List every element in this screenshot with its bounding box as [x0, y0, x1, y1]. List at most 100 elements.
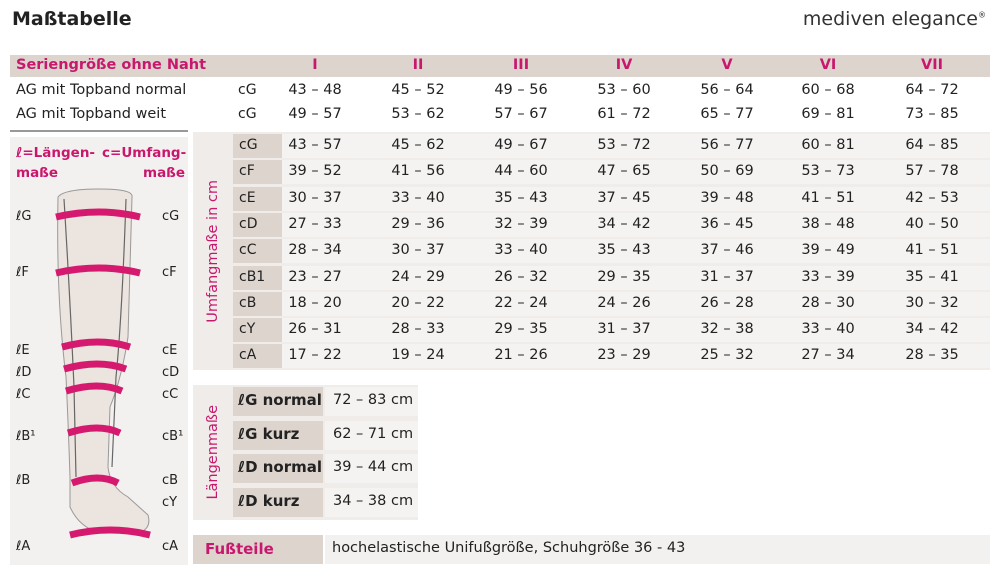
circumference-value: 47 – 65 [597, 163, 651, 180]
leg-label-left: ℓD [16, 365, 32, 380]
circumference-value: 30 – 37 [288, 189, 342, 206]
circumference-value: 35 – 41 [905, 268, 959, 285]
legend-circumference-2: maße [143, 165, 186, 181]
size-header-III: III [512, 57, 530, 73]
circumference-value: 41 – 56 [391, 163, 445, 180]
circumference-value: 33 – 40 [494, 242, 548, 259]
circumference-value: 56 – 77 [700, 137, 754, 153]
circumference-key: cE [233, 186, 282, 211]
circumference-key: cF [233, 160, 282, 185]
circumference-value: 28 – 34 [288, 242, 342, 259]
circumference-value: 32 – 38 [700, 321, 754, 338]
ag-row-key: cG [238, 106, 257, 122]
table-row [233, 186, 990, 211]
circumference-value: 53 – 73 [801, 163, 855, 180]
legend-length: ℓ=Längen- [16, 145, 96, 161]
circumference-value: 29 – 35 [597, 268, 651, 285]
size-header-band [10, 55, 990, 77]
size-header-VI: VI [819, 57, 837, 73]
length-value: 34 – 38 cm [325, 487, 418, 517]
size-header-V: V [721, 57, 733, 73]
size-header-I: I [312, 57, 318, 73]
circumference-key: cD [233, 212, 282, 237]
circumference-value: 40 – 50 [905, 215, 959, 232]
circumference-key: cB1 [233, 265, 282, 290]
ag-row-value: 56 – 64 [700, 82, 754, 98]
ag-row-value: 69 – 81 [801, 106, 855, 122]
circumference-value: 50 – 69 [700, 163, 754, 180]
circumference-value: 30 – 32 [905, 294, 959, 311]
table-row [233, 344, 990, 369]
size-header-VII: VII [920, 57, 943, 73]
series-size-label: Seriengröße ohne Naht [16, 57, 207, 73]
size-header-IV: IV [615, 57, 633, 73]
leg-label-left: ℓA [16, 539, 31, 554]
circumference-value: 23 – 29 [597, 347, 651, 364]
length-key: ℓG normal [233, 387, 323, 416]
leg-label-left: ℓE [16, 343, 30, 358]
leg-label-right: cF [162, 265, 177, 280]
circumference-value: 35 – 43 [597, 242, 651, 259]
table-row [233, 265, 990, 290]
length-value: 62 – 71 cm [325, 420, 418, 450]
circumference-value: 17 – 22 [288, 347, 342, 364]
circumference-label: Umfangmaße in cm [204, 179, 221, 323]
circumference-value: 24 – 26 [597, 294, 651, 311]
ag-row-value: 49 – 57 [288, 106, 342, 122]
length-key: ℓD normal [233, 454, 323, 483]
circumference-value: 33 – 40 [391, 189, 445, 206]
circumference-value: 35 – 43 [494, 189, 548, 206]
brand-logo: mediven elegance® [803, 8, 986, 30]
circumference-value: 44 – 60 [494, 163, 548, 180]
ag-row-value: 61 – 72 [597, 106, 651, 122]
page-title: Maßtabelle [12, 8, 132, 30]
brand-name: mediven elegance [802, 8, 978, 30]
leg-label-right: cC [162, 387, 179, 402]
leg-label-right: cA [162, 539, 179, 554]
legend-length-2: maße [16, 165, 59, 181]
circumference-value: 29 – 36 [391, 215, 445, 232]
table-row [233, 160, 990, 185]
circumference-value: 42 – 53 [905, 189, 959, 206]
circumference-value: 64 – 85 [905, 137, 959, 153]
length-value: 72 – 83 cm [325, 387, 418, 416]
length-label-cell: Längenmaße [193, 385, 232, 520]
circumference-value: 57 – 78 [905, 163, 959, 180]
leg-label-left: ℓB [16, 473, 31, 488]
circumference-value: 53 – 72 [597, 137, 651, 153]
circumference-value: 39 – 48 [700, 189, 754, 206]
table-row [233, 239, 990, 264]
length-label: Längenmaße [204, 405, 221, 500]
foot-label: Fußteile [193, 535, 323, 564]
circumference-key: cC [233, 239, 282, 264]
ag-row-value: 43 – 48 [288, 82, 342, 98]
foot-value: hochelastische Unifußgröße, Schuhgröße 3… [325, 535, 990, 564]
circumference-value: 19 – 24 [391, 347, 445, 364]
circumference-value: 31 – 37 [700, 268, 754, 285]
circumference-value: 37 – 46 [700, 242, 754, 259]
circumference-value: 41 – 51 [905, 242, 959, 259]
ag-row-label: AG mit Topband normal [16, 82, 187, 98]
ag-row-value: 65 – 77 [700, 106, 754, 122]
circumference-value: 28 – 35 [905, 347, 959, 364]
circumference-label-cell: Umfangmaße in cm [193, 132, 232, 370]
circumference-value: 26 – 32 [494, 268, 548, 285]
circumference-value: 31 – 37 [597, 321, 651, 338]
leg-label-left: ℓF [16, 265, 29, 280]
circumference-value: 33 – 40 [801, 321, 855, 338]
circumference-key: cY [233, 318, 282, 343]
circumference-value: 60 – 81 [801, 137, 855, 153]
circumference-value: 18 – 20 [288, 294, 342, 311]
circumference-value: 39 – 49 [801, 242, 855, 259]
ag-row-value: 60 – 68 [801, 82, 855, 98]
leg-label-right: cB [162, 473, 179, 488]
table-row [233, 291, 990, 316]
leg-diagram-panel: ℓ=Längen- maße c=Umfang- maße ℓG ℓF ℓE ℓD ℓC… [10, 137, 188, 565]
leg-label-right: cB¹ [162, 429, 184, 444]
circumference-value: 39 – 52 [288, 163, 342, 180]
leg-label-right: cG [162, 209, 180, 224]
circumference-value: 20 – 22 [391, 294, 445, 311]
circumference-value: 26 – 28 [700, 294, 754, 311]
circumference-value: 27 – 34 [801, 347, 855, 364]
circumference-value: 25 – 32 [700, 347, 754, 364]
